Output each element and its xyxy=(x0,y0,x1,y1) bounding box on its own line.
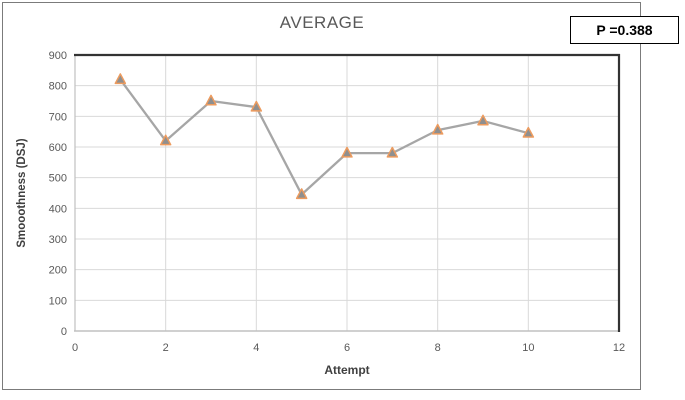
marker-triangle xyxy=(431,123,444,135)
marker-triangle xyxy=(477,114,489,126)
plot-layer: 0 100 200 300 400 500 600 700 800 900 0 2 4 6 8 10 12 xyxy=(49,50,625,354)
x-tick-label: 6 xyxy=(344,342,350,354)
y-tick-label: 400 xyxy=(49,203,67,215)
marker-triangle xyxy=(386,146,399,158)
y-tick-label: 500 xyxy=(49,173,67,185)
y-tick-label: 600 xyxy=(49,142,67,154)
marker-triangle xyxy=(341,146,353,158)
y-tick-label: 200 xyxy=(49,265,67,277)
y-tick-label: 800 xyxy=(49,81,67,93)
marker-triangle xyxy=(250,100,263,112)
marker-triangle xyxy=(159,134,172,146)
p-value-box: P =0.388 xyxy=(570,16,679,44)
y-tick-label: 300 xyxy=(49,234,67,246)
marker-triangle xyxy=(114,73,127,85)
x-tick-label: 10 xyxy=(522,342,534,354)
y-axis-title: Smooothness (DSJ) xyxy=(16,138,28,247)
y-tick-label: 100 xyxy=(49,295,67,307)
p-value-label: P =0.388 xyxy=(596,22,653,38)
marker-triangle xyxy=(295,188,308,200)
series-line xyxy=(119,78,530,196)
y-tick-label: 0 xyxy=(61,326,67,338)
x-tick-label: 8 xyxy=(435,342,441,354)
y-tick-label: 900 xyxy=(49,50,67,62)
chart-figure xyxy=(2,2,641,390)
y-tick-label: 700 xyxy=(49,111,67,123)
x-tick-label: 12 xyxy=(613,342,625,354)
x-tick-label: 4 xyxy=(253,342,259,354)
chart-title: AVERAGE xyxy=(280,13,364,32)
x-tick-label: 2 xyxy=(163,342,169,354)
x-tick-label: 0 xyxy=(72,342,78,354)
x-axis-title: Attempt xyxy=(324,363,369,377)
marker-triangle xyxy=(522,126,535,138)
marker-triangle xyxy=(205,94,217,106)
